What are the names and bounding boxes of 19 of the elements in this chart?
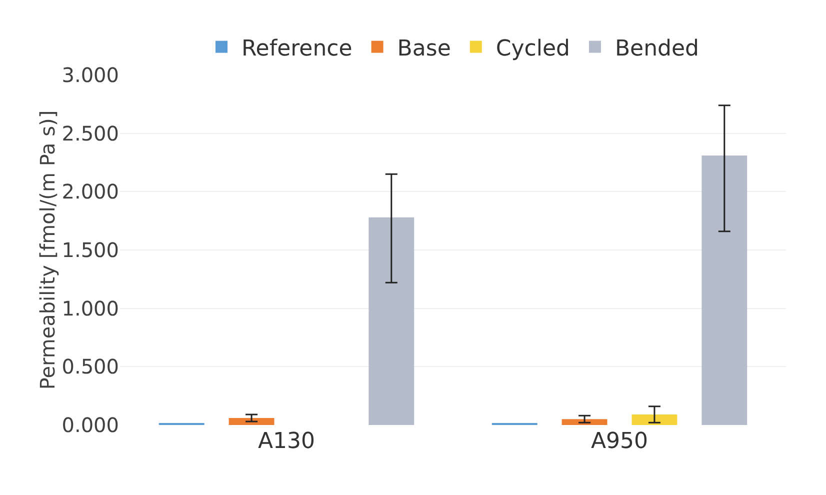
y-tick-label: 1.000 — [62, 296, 119, 320]
bar — [368, 217, 414, 425]
legend-label: Bended — [614, 36, 700, 62]
y-tick-label: 1.500 — [62, 238, 119, 262]
bar — [228, 418, 274, 425]
legend-label: Reference — [242, 36, 352, 62]
y-tick-label: 0.000 — [62, 413, 119, 437]
bar — [632, 414, 678, 425]
y-tick-label: 2.500 — [62, 121, 119, 146]
bar — [562, 419, 608, 425]
y-tick-label: 3.000 — [62, 63, 119, 87]
y-axis-title: Permeability [fmol/(m Pa s)] — [36, 110, 60, 390]
y-tick-label: 2.000 — [62, 180, 119, 204]
x-tick-label: A950 — [590, 429, 648, 454]
legend-label: Cycled — [496, 36, 570, 62]
x-tick-label: A130 — [258, 429, 316, 454]
y-tick-label: 0.500 — [62, 354, 119, 379]
bar — [702, 156, 748, 425]
legend-label: Base — [397, 36, 451, 62]
